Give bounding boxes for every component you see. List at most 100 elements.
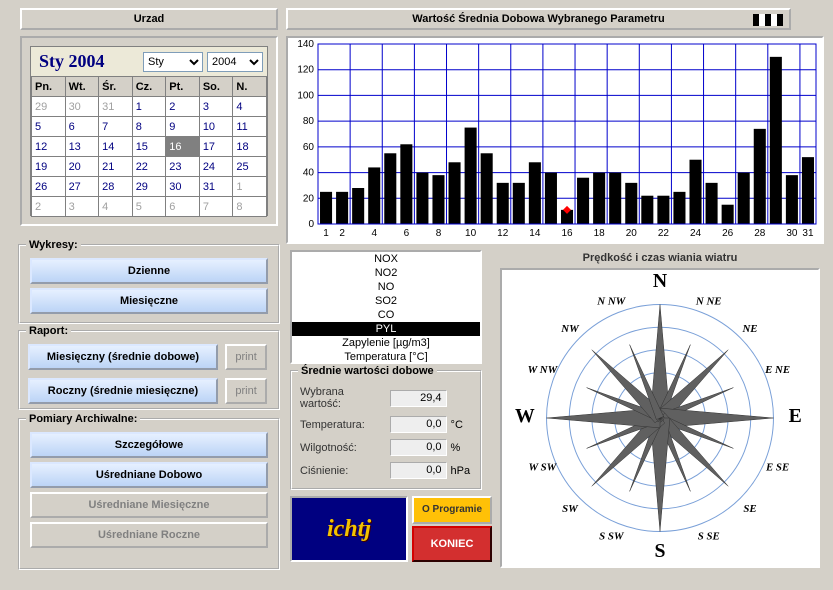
btn-o-programie-label: O Programie [422,504,482,515]
calendar-day[interactable]: 31 [99,97,133,117]
calendar-day[interactable]: 11 [233,117,267,137]
param-item[interactable]: NO [292,280,480,294]
cal-col-header: So. [199,77,233,97]
calendar-day[interactable]: 30 [166,177,200,197]
svg-text:E NE: E NE [764,364,790,376]
btn-raport-miesieczny[interactable]: Miesięczny (średnie dobowe) [28,344,218,370]
calendar-day[interactable]: 4 [233,97,267,117]
btn-koniec[interactable]: KONIEC [412,526,492,562]
svg-text:60: 60 [303,142,315,153]
btn-szczegolowe-label: Szczegółowe [115,439,183,451]
month-select[interactable]: StyLutMarKwiMajCzeLipSieWrzPaźLisGru [143,52,203,72]
calendar-day[interactable]: 29 [132,177,166,197]
btn-print-1-label: print [235,351,256,363]
btn-print-1[interactable]: print [225,344,267,370]
avg-row: Ciśnienie:0,0hPa [300,462,472,479]
calendar-day[interactable]: 19 [32,157,66,177]
calendar-day[interactable]: 10 [199,117,233,137]
calendar-day[interactable]: 5 [132,197,166,217]
calendar-day[interactable]: 24 [199,157,233,177]
calendar-day[interactable]: 18 [233,137,267,157]
svg-text:S SW: S SW [599,531,625,543]
param-item[interactable]: CO [292,308,480,322]
btn-o-programie[interactable]: O Programie [412,496,492,524]
calendar-grid: Pn.Wt.Śr.Cz.Pt.So.N. 2930311234567891011… [31,76,267,217]
param-listbox[interactable]: NOXNO2NOSO2COPYLZapylenie [µg/m3]Tempera… [292,252,480,362]
calendar-day[interactable]: 6 [65,117,99,137]
calendar-day[interactable]: 8 [132,117,166,137]
svg-text:S: S [655,540,666,562]
calendar-day[interactable]: 1 [233,177,267,197]
param-item[interactable]: SO2 [292,294,480,308]
group-archiwalne-title: Pomiary Archiwalne: [26,413,140,425]
calendar-day[interactable]: 16 [166,137,200,157]
calendar-day[interactable]: 9 [166,117,200,137]
calendar-day[interactable]: 8 [233,197,267,217]
btn-raport-roczny-label: Roczny (średnie miesięczne) [48,385,198,397]
btn-usr-roczne-label: Uśredniane Roczne [98,529,200,541]
avg-unit: hPa [451,465,472,477]
calendar-day[interactable]: 12 [32,137,66,157]
svg-text:14: 14 [529,228,541,239]
calendar-day[interactable]: 2 [32,197,66,217]
svg-text:22: 22 [658,228,670,239]
param-item[interactable]: NO2 [292,266,480,280]
svg-text:40: 40 [303,168,315,179]
param-item[interactable]: Zapylenie [µg/m3] [292,336,480,350]
calendar-day[interactable]: 17 [199,137,233,157]
btn-raport-roczny[interactable]: Roczny (średnie miesięczne) [28,378,218,404]
calendar-day[interactable]: 27 [65,177,99,197]
param-item[interactable]: PYL [292,322,480,336]
avg-unit: % [451,442,472,454]
calendar-day[interactable]: 23 [166,157,200,177]
calendar-day[interactable]: 31 [199,177,233,197]
group-raport-title: Raport: [26,325,71,337]
calendar-day[interactable]: 26 [32,177,66,197]
calendar-day[interactable]: 14 [99,137,133,157]
calendar-day[interactable]: 1 [132,97,166,117]
svg-text:18: 18 [594,228,606,239]
calendar-day[interactable]: 5 [32,117,66,137]
header-urzad[interactable]: Urzad [20,8,278,30]
svg-text:140: 140 [297,39,314,50]
svg-text:100: 100 [297,90,314,101]
calendar-day[interactable]: 2 [166,97,200,117]
calendar-day[interactable]: 4 [99,197,133,217]
calendar-day[interactable]: 21 [99,157,133,177]
calendar-day[interactable]: 29 [32,97,66,117]
param-item[interactable]: NOX [292,252,480,266]
wind-panel: NN NENEE NEEE SESES SESS SWSWW SWWW NWNW… [500,268,820,568]
calendar-day[interactable]: 20 [65,157,99,177]
svg-text:8: 8 [436,228,442,239]
avg-unit: °C [451,419,472,431]
cal-col-header: Wt. [65,77,99,97]
btn-szczegolowe[interactable]: Szczegółowe [30,432,268,458]
calendar-day[interactable]: 7 [199,197,233,217]
calendar-day[interactable]: 28 [99,177,133,197]
calendar-day[interactable]: 3 [65,197,99,217]
btn-print-2[interactable]: print [225,378,267,404]
svg-text:20: 20 [303,193,315,204]
btn-usr-dobowo[interactable]: Uśredniane Dobowo [30,462,268,488]
calendar-day[interactable]: 30 [65,97,99,117]
calendar-day[interactable]: 15 [132,137,166,157]
calendar-day[interactable]: 13 [65,137,99,157]
header-param-label: Wartość Średnia Dobowa Wybranego Paramet… [412,13,664,25]
avg-value: 0,0 [390,416,447,433]
calendar-day[interactable]: 6 [166,197,200,217]
header-param[interactable]: Wartość Średnia Dobowa Wybranego Paramet… [286,8,791,30]
btn-dzienne[interactable]: Dzienne [30,258,268,284]
calendar-day[interactable]: 25 [233,157,267,177]
calendar-day[interactable]: 3 [199,97,233,117]
avg-row: Wilgotność:0,0% [300,439,472,456]
cal-col-header: N. [233,77,267,97]
year-select[interactable]: 2002200320042005 [207,52,263,72]
group-wykresy: Wykresy: Dzienne Miesięczne [18,244,280,324]
calendar-day[interactable]: 22 [132,157,166,177]
param-item[interactable]: Temperatura [°C] [292,350,480,362]
btn-miesieczne[interactable]: Miesięczne [30,288,268,314]
svg-text:2: 2 [339,228,345,239]
calendar-day[interactable]: 7 [99,117,133,137]
avg-value: 0,0 [390,439,447,456]
svg-text:N: N [653,270,667,292]
